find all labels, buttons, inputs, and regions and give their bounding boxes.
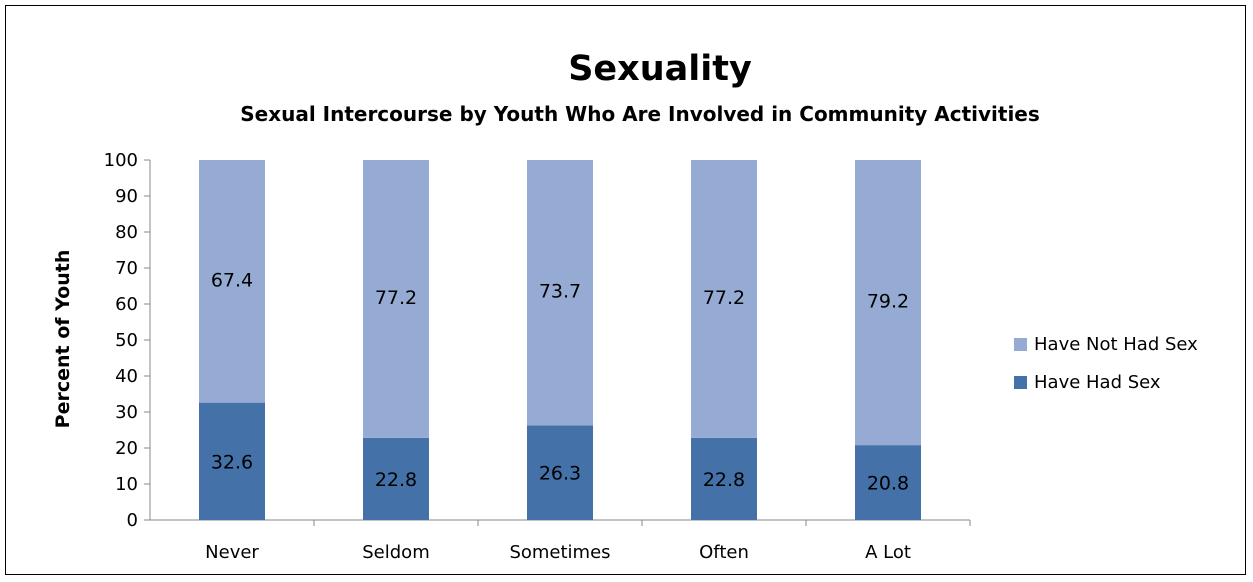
- bar-segment: [855, 445, 921, 520]
- legend-swatch: [1014, 338, 1027, 351]
- bar-segment: [527, 160, 593, 426]
- x-tick-label: Often: [699, 542, 749, 563]
- data-label: 26.3: [539, 463, 581, 485]
- bar-segment: [199, 402, 265, 520]
- y-tick-label: 70: [115, 258, 138, 279]
- y-axis-label: Percent of Youth: [52, 250, 74, 429]
- bar-segment: [363, 437, 429, 520]
- bar-segment: [199, 160, 265, 403]
- data-label: 77.2: [703, 287, 745, 309]
- data-label: 32.6: [211, 451, 253, 473]
- y-tick-label: 90: [115, 186, 138, 207]
- legend: Have Not Had Sex Have Had Sex: [1014, 334, 1198, 393]
- legend-swatch: [1014, 376, 1027, 389]
- data-label: 22.8: [375, 469, 417, 491]
- data-label: 67.4: [211, 269, 253, 291]
- y-tick-label: 0: [127, 510, 138, 531]
- plot-area: 0 10 20 30 40 50 60 70 80 90 100 32.6 67.4 Never 22.8 7…: [104, 150, 971, 563]
- y-tick-label: 50: [115, 330, 138, 351]
- x-tick-label: Never: [205, 542, 259, 563]
- bar-segment: [363, 160, 429, 438]
- legend-label: Have Had Sex: [1034, 372, 1161, 393]
- x-tick-label: Seldom: [362, 542, 429, 563]
- bar-segment: [855, 160, 921, 446]
- chart-subtitle: Sexual Intercourse by Youth Who Are Invo…: [240, 102, 1040, 126]
- bar-segment: [527, 425, 593, 520]
- data-label: 20.8: [867, 473, 909, 495]
- data-label: 73.7: [539, 281, 581, 303]
- y-tick-label: 30: [115, 402, 138, 423]
- y-tick-label: 100: [104, 150, 138, 171]
- y-tick-label: 10: [115, 474, 138, 495]
- legend-label: Have Not Had Sex: [1034, 334, 1198, 355]
- y-tick-label: 40: [115, 366, 138, 387]
- x-tick-label: A Lot: [865, 542, 911, 563]
- data-label: 77.2: [375, 287, 417, 309]
- data-label: 79.2: [867, 291, 909, 313]
- y-tick-label: 60: [115, 294, 138, 315]
- bar-segment: [691, 437, 757, 520]
- y-tick-label: 80: [115, 222, 138, 243]
- x-tick-label: Sometimes: [509, 542, 610, 563]
- y-tick-label: 20: [115, 438, 138, 459]
- bar-segment: [691, 160, 757, 438]
- chart-title: Sexuality: [568, 49, 752, 89]
- data-label: 22.8: [703, 469, 745, 491]
